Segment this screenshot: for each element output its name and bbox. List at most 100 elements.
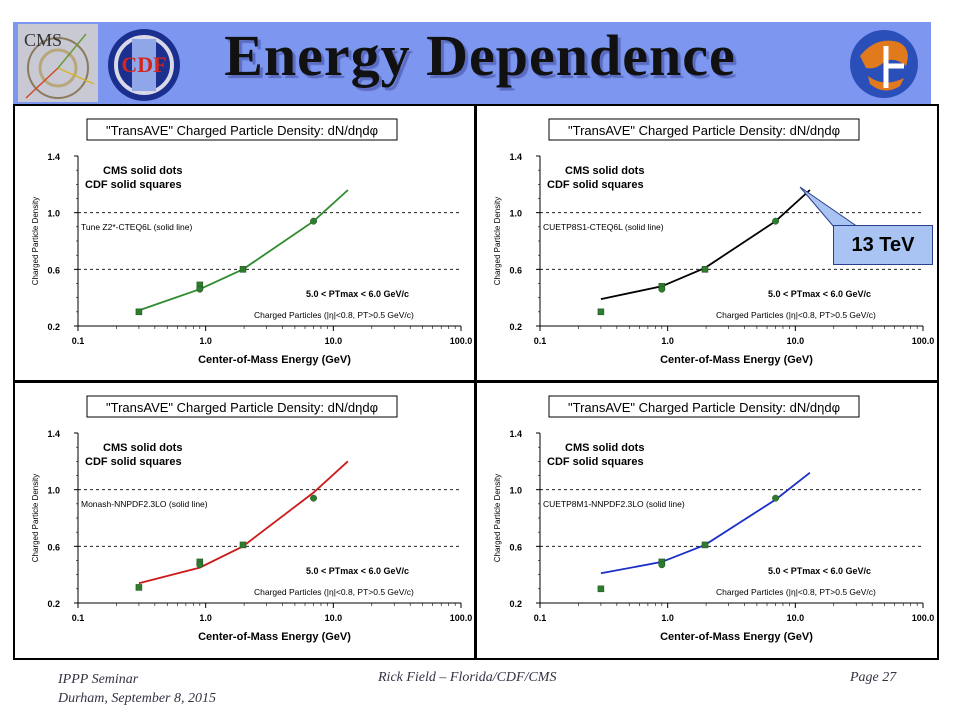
y-tick-label: 1.0 [509, 486, 522, 496]
tune-label: Monash-NNPDF2.3LO (solid line) [81, 499, 208, 509]
cuts-label: Charged Particles (|η|<0.8, PT>0.5 GeV/c… [254, 310, 414, 320]
chart-panel-1: "TransAVE" Charged Particle Density: dN/… [15, 106, 474, 380]
chart-panel-3: "TransAVE" Charged Particle Density: dN/… [15, 383, 474, 658]
legend-cms: CMS solid dots [565, 165, 644, 177]
x-axis-label: Center-of-Mass Energy (GeV) [660, 631, 813, 643]
cdf-square-point [597, 585, 605, 593]
cms-dot-point [196, 561, 204, 569]
chart-grid: "TransAVE" Charged Particle Density: dN/… [13, 104, 939, 660]
y-tick-label: 0.2 [47, 599, 60, 609]
x-axis-label: Center-of-Mass Energy (GeV) [198, 354, 351, 366]
ptmax-label: 5.0 < PTmax < 6.0 GeV/c [768, 566, 871, 576]
cms-dot-point [310, 217, 318, 225]
chart-title-box [86, 395, 398, 418]
y-tick-label: 1.0 [509, 209, 522, 219]
y-tick-label: 0.6 [509, 265, 522, 275]
x-tick-label: 10.0 [325, 613, 343, 623]
slide-title: Energy Dependence [224, 23, 736, 88]
x-tick-label: 100.0 [912, 336, 935, 346]
y-tick-label: 0.2 [509, 599, 522, 609]
chart-title-box [548, 118, 860, 141]
y-axis-label: Charged Particle Density [31, 197, 40, 285]
chart-title: "TransAVE" Charged Particle Density: dN/… [568, 123, 840, 138]
y-tick-label: 0.6 [509, 542, 522, 552]
callout-13tev: 13 TeV [833, 225, 933, 265]
y-tick-label: 0.6 [47, 542, 60, 552]
x-axis-label: Center-of-Mass Energy (GeV) [198, 631, 351, 643]
y-axis-label: Charged Particle Density [493, 474, 502, 562]
cms-dot-point [772, 217, 780, 225]
chart-title-box [86, 118, 398, 141]
x-axis-label: Center-of-Mass Energy (GeV) [660, 354, 813, 366]
legend-cdf: CDF solid squares [85, 456, 182, 468]
chart-3: "TransAVE" Charged Particle Density: dN/… [31, 395, 473, 643]
tune-label: Tune Z2*-CTEQ6L (solid line) [81, 222, 192, 232]
footer-seminar-date: Durham, September 8, 2015 [58, 691, 217, 706]
x-tick-label: 10.0 [787, 613, 805, 623]
y-tick-label: 1.0 [47, 209, 60, 219]
ptmax-label: 5.0 < PTmax < 6.0 GeV/c [306, 566, 409, 576]
y-tick-label: 1.4 [509, 152, 522, 162]
y-tick-label: 0.6 [47, 265, 60, 275]
chart-title: "TransAVE" Charged Particle Density: dN/… [568, 400, 840, 415]
footer-seminar-name: IPPP Seminar [58, 672, 139, 687]
legend-cdf: CDF solid squares [547, 456, 644, 468]
legend-cms: CMS solid dots [565, 442, 644, 454]
x-tick-label: 1.0 [661, 336, 674, 346]
x-tick-label: 1.0 [199, 336, 212, 346]
cdf-square-point [597, 308, 605, 316]
y-tick-label: 0.2 [509, 322, 522, 332]
x-tick-label: 0.1 [72, 336, 85, 346]
legend-cdf: CDF solid squares [547, 179, 644, 191]
x-tick-label: 1.0 [661, 613, 674, 623]
chart-title-box [548, 395, 860, 418]
cuts-label: Charged Particles (|η|<0.8, PT>0.5 GeV/c… [254, 587, 414, 597]
tune-label: CUETP8M1-NNPDF2.3LO (solid line) [543, 499, 685, 509]
x-tick-label: 0.1 [72, 613, 85, 623]
y-axis-label: Charged Particle Density [31, 474, 40, 562]
cdf-square-point [135, 584, 143, 591]
footer-seminar: IPPP Seminar Durham, September 8, 2015 [58, 670, 216, 708]
cdf-square-point [701, 266, 709, 273]
cuts-label: Charged Particles (|η|<0.8, PT>0.5 GeV/c… [716, 587, 876, 597]
x-tick-label: 100.0 [450, 613, 473, 623]
cuts-label: Charged Particles (|η|<0.8, PT>0.5 GeV/c… [716, 310, 876, 320]
x-tick-label: 10.0 [325, 336, 343, 346]
cms-dot-point [658, 285, 666, 293]
footer-page-number: Page 27 [850, 670, 897, 685]
y-tick-label: 1.0 [47, 486, 60, 496]
cms-dot-point [658, 561, 666, 569]
cdf-square-point [135, 308, 143, 316]
ptmax-label: 5.0 < PTmax < 6.0 GeV/c [306, 289, 409, 299]
tune-label: CUETP8S1-CTEQ6L (solid line) [543, 222, 664, 232]
cms-logo: CMS [18, 24, 98, 102]
chart-panel-4: "TransAVE" Charged Particle Density: dN/… [477, 383, 937, 658]
x-tick-label: 1.0 [199, 613, 212, 623]
chart-title: "TransAVE" Charged Particle Density: dN/… [106, 400, 378, 415]
y-axis-label: Charged Particle Density [493, 197, 502, 285]
y-tick-label: 1.4 [47, 429, 60, 439]
ptmax-label: 5.0 < PTmax < 6.0 GeV/c [768, 289, 871, 299]
x-tick-label: 0.1 [534, 336, 547, 346]
legend-cms: CMS solid dots [103, 442, 182, 454]
cdf-square-point [701, 541, 709, 549]
chart-4: "TransAVE" Charged Particle Density: dN/… [493, 395, 934, 643]
legend-cdf: CDF solid squares [85, 179, 182, 191]
cms-dot-point [310, 494, 318, 502]
x-tick-label: 100.0 [450, 336, 473, 346]
cms-logo-text: CMS [24, 30, 62, 50]
chart-1: "TransAVE" Charged Particle Density: dN/… [31, 118, 473, 366]
florida-logo [850, 30, 918, 98]
cms-dot-point [196, 285, 204, 293]
x-tick-label: 10.0 [787, 336, 805, 346]
legend-cms: CMS solid dots [103, 165, 182, 177]
cdf-logo: CDF [108, 29, 180, 101]
y-tick-label: 0.2 [47, 322, 60, 332]
chart-title: "TransAVE" Charged Particle Density: dN/… [106, 123, 378, 138]
footer-author: Rick Field – Florida/CDF/CMS [378, 670, 557, 685]
cdf-logo-text: CDF [121, 52, 166, 77]
cdf-square-point [239, 266, 247, 273]
x-tick-label: 0.1 [534, 613, 547, 623]
y-tick-label: 1.4 [509, 429, 522, 439]
